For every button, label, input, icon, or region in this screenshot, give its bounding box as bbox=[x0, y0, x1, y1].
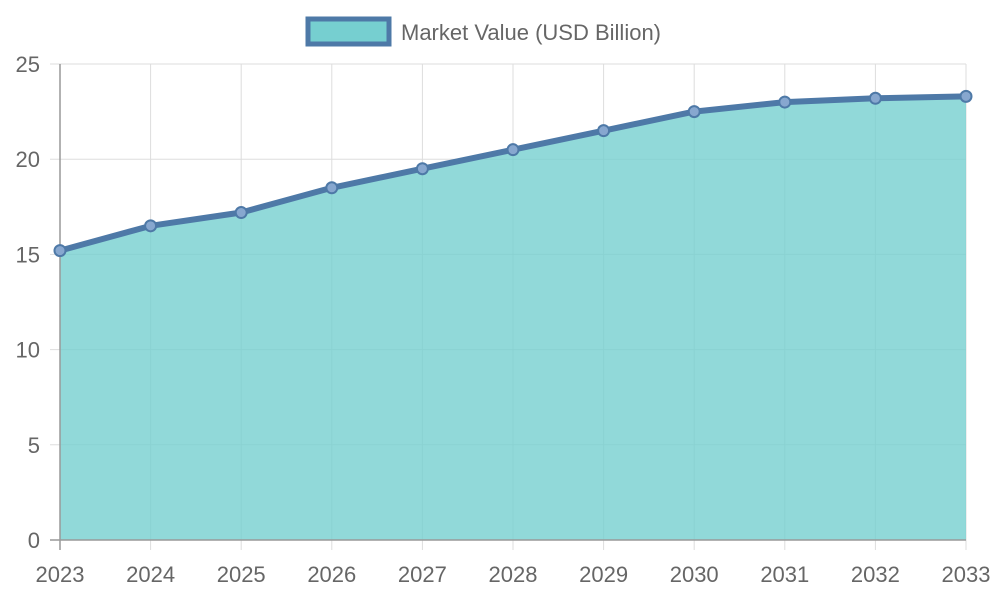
data-point[interactable] bbox=[506, 143, 520, 157]
x-tick-label: 2023 bbox=[36, 562, 85, 587]
data-point[interactable] bbox=[144, 219, 158, 233]
x-tick-label: 2026 bbox=[307, 562, 356, 587]
data-point[interactable] bbox=[597, 124, 611, 138]
x-tick-label: 2030 bbox=[670, 562, 719, 587]
legend-swatch[interactable] bbox=[305, 16, 392, 47]
x-tick-label: 2033 bbox=[942, 562, 991, 587]
y-tick-label: 5 bbox=[28, 433, 40, 458]
x-tick-label: 2027 bbox=[398, 562, 447, 587]
legend-label[interactable]: Market Value (USD Billion) bbox=[401, 20, 661, 45]
x-tick-label: 2028 bbox=[489, 562, 538, 587]
legend[interactable]: Market Value (USD Billion) bbox=[305, 16, 661, 47]
y-tick-label: 10 bbox=[16, 338, 40, 363]
x-tick-label: 2032 bbox=[851, 562, 900, 587]
data-point[interactable] bbox=[234, 206, 248, 220]
data-point[interactable] bbox=[959, 89, 973, 103]
data-point[interactable] bbox=[868, 91, 882, 105]
data-points bbox=[53, 89, 973, 258]
y-tick-label: 0 bbox=[28, 528, 40, 553]
data-point[interactable] bbox=[325, 181, 339, 195]
data-point[interactable] bbox=[687, 105, 701, 119]
axes bbox=[50, 64, 966, 550]
x-tick-label: 2025 bbox=[217, 562, 266, 587]
area-fill bbox=[60, 96, 966, 541]
x-tick-label: 2031 bbox=[760, 562, 809, 587]
data-point[interactable] bbox=[53, 244, 67, 258]
area-series bbox=[57, 93, 969, 541]
y-tick-label: 20 bbox=[16, 147, 40, 172]
x-tick-label: 2024 bbox=[126, 562, 175, 587]
y-tick-label: 15 bbox=[16, 242, 40, 267]
data-point[interactable] bbox=[778, 95, 792, 109]
x-tick-label: 2029 bbox=[579, 562, 628, 587]
y-tick-label: 25 bbox=[16, 52, 40, 77]
data-point[interactable] bbox=[415, 162, 429, 176]
